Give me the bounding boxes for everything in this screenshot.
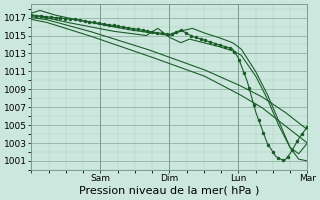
X-axis label: Pression niveau de la mer( hPa ): Pression niveau de la mer( hPa ) [79, 186, 260, 196]
